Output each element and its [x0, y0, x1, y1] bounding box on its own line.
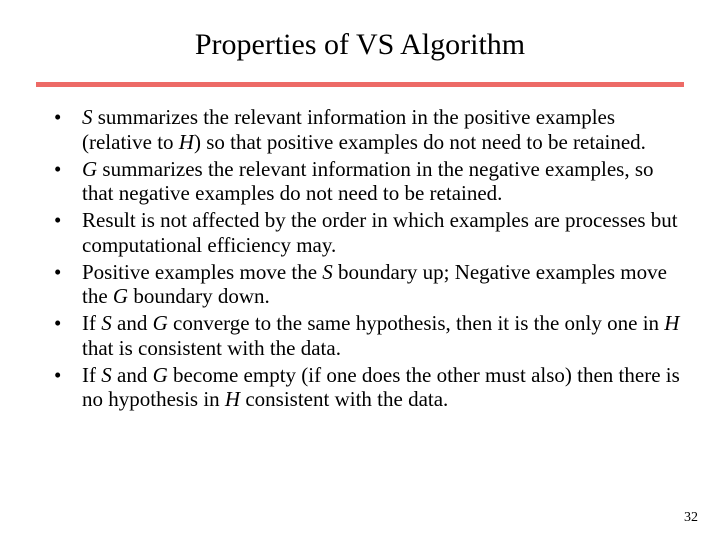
text: boundary down.	[128, 284, 270, 308]
page-number: 32	[684, 510, 698, 526]
italic-text: G	[82, 157, 97, 181]
list-item: G summarizes the relevant information in…	[54, 157, 684, 207]
text: that is consistent with the data.	[82, 336, 341, 360]
slide-title: Properties of VS Algorithm	[36, 28, 684, 62]
title-underline	[36, 82, 684, 87]
text: Result is not affected by the order in w…	[82, 208, 678, 257]
text: consistent with the data.	[240, 387, 448, 411]
italic-text: H	[225, 387, 240, 411]
italic-text: S	[101, 363, 112, 387]
text: Positive examples move the	[82, 260, 322, 284]
italic-text: G	[153, 363, 168, 387]
text: summarizes the relevant information in t…	[82, 157, 654, 206]
text: If	[82, 363, 101, 387]
italic-text: S	[101, 311, 112, 335]
slide: Properties of VS Algorithm S summarizes …	[0, 0, 720, 540]
bullet-list: S summarizes the relevant information in…	[36, 105, 684, 412]
text: and	[112, 311, 153, 335]
list-item: If S and G converge to the same hypothes…	[54, 311, 684, 361]
list-item: S summarizes the relevant information in…	[54, 105, 684, 155]
list-item: Positive examples move the S boundary up…	[54, 260, 684, 310]
italic-text: G	[153, 311, 168, 335]
list-item: Result is not affected by the order in w…	[54, 208, 684, 258]
italic-text: G	[113, 284, 128, 308]
italic-text: S	[82, 105, 93, 129]
italic-text: S	[322, 260, 333, 284]
text: and	[112, 363, 153, 387]
text: If	[82, 311, 101, 335]
italic-text: H	[664, 311, 679, 335]
list-item: If S and G become empty (if one does the…	[54, 363, 684, 413]
italic-text: H	[179, 130, 194, 154]
text: ) so that positive examples do not need …	[194, 130, 646, 154]
text: converge to the same hypothesis, then it…	[168, 311, 665, 335]
